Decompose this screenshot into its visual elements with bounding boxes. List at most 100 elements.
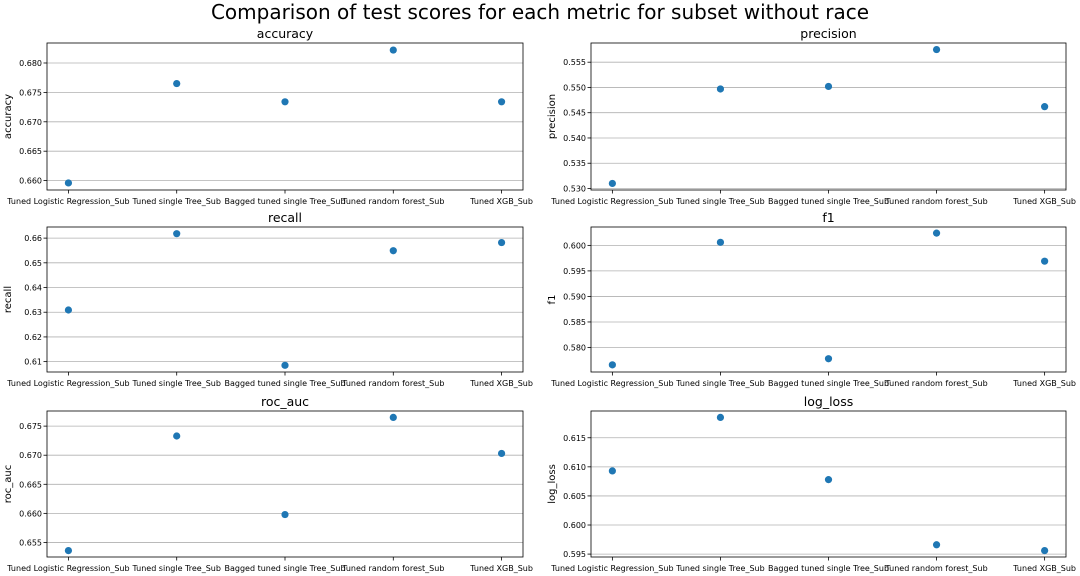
data-point xyxy=(932,541,941,549)
xtick-label: Tuned XGB_Sub xyxy=(469,564,533,573)
ytick-label: 0.595 xyxy=(563,267,586,276)
xtick-label: Tuned random forest_Sub xyxy=(884,564,987,573)
subplot-f1: 0.580 0.585 0.590 0.595 0.600 Tuned Logistic … xyxy=(547,210,1076,388)
y-axis-label: accuracy xyxy=(3,94,14,139)
ytick-label: 0.62 xyxy=(24,333,42,342)
data-point xyxy=(281,98,289,106)
ytick-label: 0.665 xyxy=(19,147,42,156)
ytick-label: 0.600 xyxy=(563,521,586,530)
axes-frame xyxy=(590,42,1067,191)
ytick-label: 0.655 xyxy=(19,538,42,547)
ytick-label: 0.595 xyxy=(563,550,586,559)
xtick-label: Bagged tuned single Tree_Sub xyxy=(768,564,889,573)
data-point xyxy=(173,79,181,88)
xtick-label: Bagged tuned single Tree_Sub xyxy=(768,379,889,388)
data-point xyxy=(932,229,941,237)
subplot-title: recall xyxy=(268,210,302,225)
data-point xyxy=(932,45,941,54)
ytick-label: 0.64 xyxy=(24,284,42,293)
data-point xyxy=(497,238,506,247)
data-point xyxy=(64,547,73,555)
subplot-title: roc_auc xyxy=(261,394,309,409)
ytick-label: 0.540 xyxy=(563,134,586,143)
data-point xyxy=(716,238,725,246)
ytick-label: 0.675 xyxy=(19,88,42,97)
data-point xyxy=(389,46,397,54)
data-point xyxy=(608,361,616,369)
data-point xyxy=(716,85,725,93)
xtick-label: Bagged tuned single Tree_Sub xyxy=(224,379,345,388)
axes-frame xyxy=(590,226,1067,373)
xtick-label: Tuned XGB_Sub xyxy=(1012,564,1076,573)
y-axis-label: recall xyxy=(3,286,14,313)
ytick-label: 0.65 xyxy=(24,259,42,268)
ytick-label: 0.530 xyxy=(563,184,586,193)
xtick-label: Tuned random forest_Sub xyxy=(884,197,987,206)
data-point xyxy=(1041,257,1049,265)
xtick-label: Tuned single Tree_Sub xyxy=(131,197,220,206)
subplot-precision: 0.530 0.535 0.540 0.545 0.550 0.555 Tuned Logi… xyxy=(547,26,1076,206)
ytick-label: 0.670 xyxy=(19,451,42,460)
y-axis-label: precision xyxy=(547,94,558,139)
ytick-label: 0.600 xyxy=(563,241,586,250)
xtick-label: Tuned XGB_Sub xyxy=(1012,379,1076,388)
xtick-label: Tuned random forest_Sub xyxy=(884,379,987,388)
data-point xyxy=(389,413,397,421)
data-point xyxy=(716,413,725,421)
xtick-label: Tuned XGB_Sub xyxy=(469,197,533,206)
xtick-label: Tuned Logistic Regression_Sub xyxy=(550,197,673,206)
data-point xyxy=(64,306,73,314)
subplot-recall: 0.61 0.62 0.63 0.64 0.65 0.66 Tuned Logistic R… xyxy=(3,210,533,388)
xtick-label: Tuned single Tree_Sub xyxy=(675,564,764,573)
data-point xyxy=(497,98,506,106)
xtick-label: Tuned single Tree_Sub xyxy=(675,197,764,206)
data-point xyxy=(281,361,289,369)
xtick-label: Tuned Logistic Regression_Sub xyxy=(6,197,129,206)
subplot-title: log_loss xyxy=(804,394,853,409)
xtick-label: Tuned Logistic Regression_Sub xyxy=(550,379,673,388)
data-point xyxy=(824,355,833,363)
ytick-label: 0.585 xyxy=(563,318,586,327)
ytick-label: 0.665 xyxy=(19,480,42,489)
ytick-label: 0.605 xyxy=(563,492,586,501)
data-point xyxy=(1041,103,1049,111)
data-point xyxy=(497,449,506,458)
data-point xyxy=(389,247,397,255)
xtick-label: Bagged tuned single Tree_Sub xyxy=(224,197,345,206)
subplots-grid: 0.660 0.665 0.670 0.675 0.680 Tuned Logistic … xyxy=(3,26,1076,573)
subplot-title: accuracy xyxy=(257,26,314,41)
xtick-label: Tuned random forest_Sub xyxy=(341,564,444,573)
axes-frame xyxy=(46,42,524,191)
y-axis-label: roc_auc xyxy=(3,465,14,503)
xtick-label: Tuned single Tree_Sub xyxy=(131,564,220,573)
subplot-log_loss: 0.595 0.600 0.605 0.610 0.615 Tuned Logistic … xyxy=(547,394,1076,573)
data-point xyxy=(281,510,289,519)
ytick-label: 0.61 xyxy=(24,358,42,367)
data-point xyxy=(64,179,73,187)
figure-title: Comparison of test scores for each metri… xyxy=(211,0,869,24)
axes-frame xyxy=(46,226,524,373)
xtick-label: Bagged tuned single Tree_Sub xyxy=(224,564,345,573)
ytick-label: 0.535 xyxy=(563,159,586,168)
ytick-label: 0.680 xyxy=(19,59,42,68)
y-axis-label: log_loss xyxy=(547,464,558,504)
ytick-label: 0.545 xyxy=(563,109,586,118)
ytick-label: 0.63 xyxy=(24,308,42,317)
subplot-title: f1 xyxy=(822,210,834,225)
ytick-label: 0.555 xyxy=(563,58,586,67)
data-point xyxy=(173,432,181,440)
ytick-label: 0.580 xyxy=(563,343,586,352)
ytick-label: 0.590 xyxy=(563,292,586,301)
data-point xyxy=(608,467,616,475)
xtick-label: Tuned single Tree_Sub xyxy=(131,379,220,388)
data-point xyxy=(608,179,616,188)
subplot-title: precision xyxy=(800,26,856,41)
data-point xyxy=(1041,547,1049,555)
xtick-label: Tuned random forest_Sub xyxy=(341,379,444,388)
data-point xyxy=(824,476,833,484)
ytick-label: 0.615 xyxy=(563,434,586,443)
xtick-label: Tuned XGB_Sub xyxy=(469,379,533,388)
xtick-label: Bagged tuned single Tree_Sub xyxy=(768,197,889,206)
data-point xyxy=(824,82,833,91)
